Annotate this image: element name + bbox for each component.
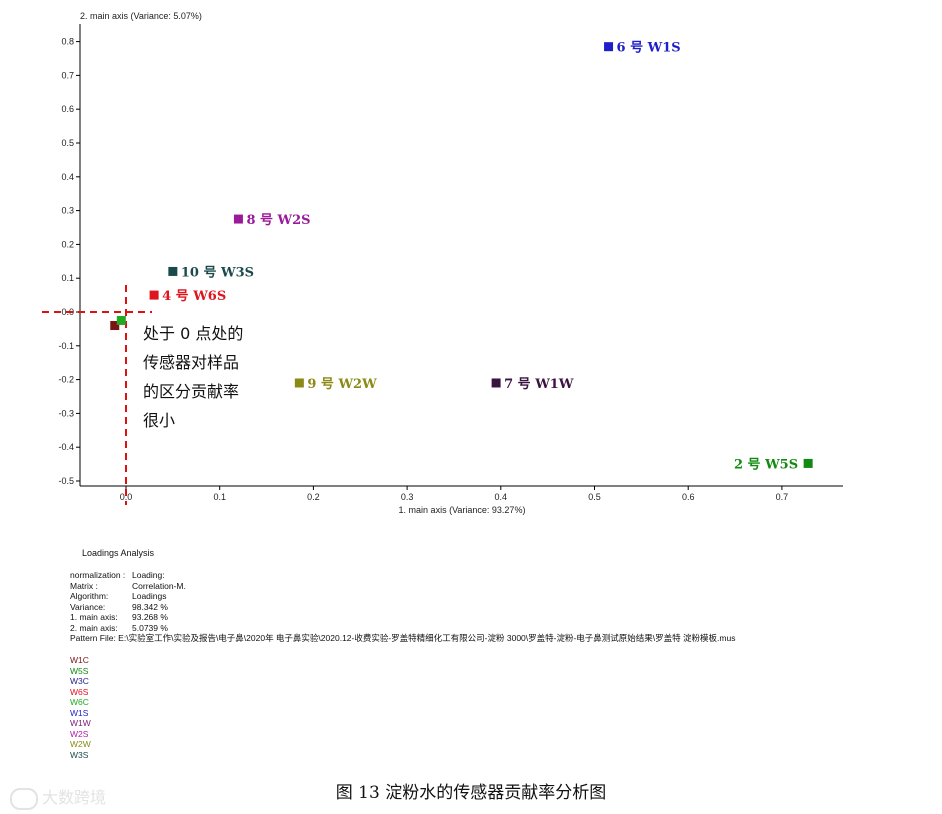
annotation-line: 的区分贡献率 (143, 382, 240, 401)
y-tick-label: 0.3 (61, 206, 74, 216)
param-key: normalization : (70, 570, 126, 580)
param-key: Variance: (70, 601, 106, 612)
param-value: 93.268 % (132, 612, 168, 622)
point-label-w1s: 6 号 W1S (617, 41, 681, 56)
annotation-line: 传感器对样品 (143, 353, 240, 372)
x-tick-label: 0.4 (495, 492, 508, 502)
x-tick-label: 0.2 (307, 492, 320, 502)
legend-item-w3c: W3C (70, 676, 89, 686)
point-w1w (491, 378, 501, 388)
watermark-text: 大数跨境 (42, 788, 107, 807)
y-axis-title: 2. main axis (Variance: 5.07%) (80, 11, 202, 21)
point-label-w1w: 7 号 W1W (504, 377, 574, 392)
point-label-w2w: 9 号 W2W (307, 377, 377, 392)
param-row: Variance: 98.342 % (70, 602, 735, 613)
watermark-logo-icon (10, 787, 38, 810)
x-tick-label: 0.5 (588, 492, 601, 502)
legend-item-w6s: W6S (70, 686, 89, 697)
analysis-parameters: normalization : Loading: Matrix : Correlat… (70, 570, 735, 644)
y-tick-label: 0.5 (61, 138, 74, 148)
param-value: 5.0739 % (132, 622, 168, 633)
y-tick-label: 0.4 (61, 172, 74, 182)
annotation-line: 很小 (143, 411, 176, 430)
y-tick-label: -0.3 (58, 408, 74, 418)
param-row: 2. main axis: 5.0739 % (70, 623, 735, 634)
legend-item-w5s: W5S (70, 665, 89, 676)
param-key: 1. main axis: (70, 612, 118, 622)
param-row: 1. main axis: 93.268 % (70, 612, 735, 623)
annotation-line: 处于 0 点处的 (143, 324, 244, 343)
x-tick-label: 0.7 (776, 492, 789, 502)
param-key: Matrix : (70, 580, 98, 591)
legend-item-w1c: W1C (70, 655, 89, 665)
param-value: 98.342 % (132, 601, 168, 612)
legend-item-w1w: W1W (70, 718, 91, 728)
sensor-legend: W1C W5S W3C W6S W6C W1S W1W W2S W2W W3S (70, 655, 91, 760)
figure-caption: 图 13 淀粉水的传感器贡献率分析图 (335, 783, 607, 803)
point-w6s (149, 290, 159, 300)
param-value: Correlation-M. (132, 580, 186, 591)
y-tick-label: -0.4 (58, 442, 74, 452)
param-row: normalization : Loading: (70, 570, 735, 581)
watermark: 大数跨境 (10, 784, 106, 810)
legend-item-w6c: W6C (70, 697, 89, 707)
legend-item-w2s: W2S (70, 728, 89, 739)
y-tick-label: 0.2 (61, 239, 74, 249)
pattern-file-path: Pattern File: E:\实验室工作\实验及报告\电子鼻\2020年 电… (70, 633, 736, 643)
legend-item-w3s: W3S (70, 749, 89, 760)
point-w6c (116, 315, 126, 325)
param-key: 2. main axis: (70, 622, 118, 633)
data-points: 6 号 W1S 8 号 W2S 10 号 W3S 4 号 W6S 9 号 W2W 7 号 … (110, 41, 813, 472)
legend-item-w2w: W2W (70, 739, 91, 749)
x-axis-ticks: 0.0 0.1 0.2 0.3 0.4 0.5 0.6 0.7 (120, 486, 788, 502)
y-tick-label: 0.6 (61, 104, 74, 114)
point-w2w (294, 378, 304, 388)
zero-point-annotation: 处于 0 点处的 传感器对样品 的区分贡献率 很小 (143, 319, 263, 435)
point-label-w6s: 4 号 W6S (162, 289, 226, 304)
param-row: Algorithm: Loadings (70, 591, 735, 602)
point-label-w5s: 2 号 W5S (734, 457, 798, 472)
x-tick-label: 0.1 (213, 492, 226, 502)
x-tick-label: 0.0 (120, 492, 133, 502)
y-tick-label: 0.7 (61, 70, 74, 80)
y-tick-label: -0.1 (58, 341, 74, 351)
point-w1s (604, 42, 614, 52)
x-tick-label: 0.6 (682, 492, 695, 502)
y-tick-label: 0.1 (61, 273, 74, 283)
y-axis-ticks: 0.80.70.60.50.40.30.20.10.0-0.1-0.2-0.3-… (58, 37, 80, 486)
param-value: Loading: (132, 570, 165, 580)
y-tick-label: -0.5 (58, 476, 74, 486)
analysis-title: Loadings Analysis (82, 548, 155, 558)
x-axis-title: 1. main axis (Variance: 93.27%) (399, 505, 526, 515)
y-tick-label: -0.2 (58, 375, 74, 385)
param-key: Algorithm: (70, 591, 109, 601)
loadings-scatter-plot: 2. main axis (Variance: 5.07%) 0.8 0.7 0.6… (42, 11, 843, 515)
point-w3s (168, 266, 178, 276)
param-value: Loadings (132, 591, 167, 601)
legend-item-w1s: W1S (70, 707, 89, 718)
x-tick-label: 0.3 (401, 492, 414, 502)
point-w1c (110, 321, 120, 331)
point-label-w2s: 8 号 W2S (246, 213, 310, 228)
point-w2s (233, 214, 243, 224)
param-row: Matrix : Correlation-M. (70, 581, 735, 592)
point-label-w3s: 10 号 W3S (181, 265, 254, 280)
point-w5s (803, 458, 813, 468)
y-tick-label: 0.8 (61, 37, 74, 47)
